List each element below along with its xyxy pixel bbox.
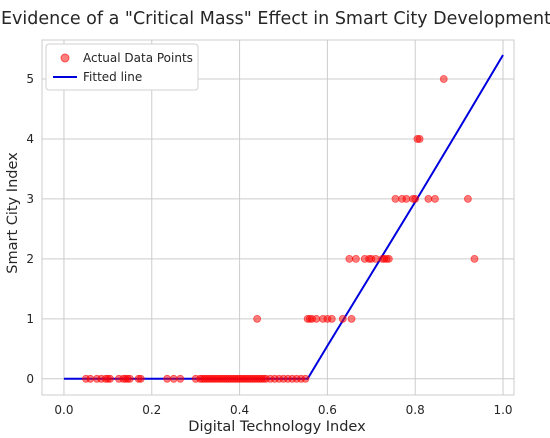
data-point [391,195,400,203]
y-axis-label: Smart City Index [5,152,21,274]
data-point [163,374,172,383]
data-point [431,195,439,203]
plot-frame [41,39,515,396]
x-tick-label: 0.6 [318,403,337,417]
data-point [136,374,145,383]
data-point [253,314,262,323]
x-tick-label: 0.2 [142,403,161,417]
data-point [312,314,321,323]
legend: Actual Data Points Fitted line [45,43,199,91]
data-point [415,135,424,143]
data-point [338,314,347,323]
fitted-line-series [63,54,504,380]
legend-box [45,43,199,91]
data-point [439,75,448,83]
y-tick-label: 3 [26,192,34,206]
x-tick-label: 1.0 [493,403,512,417]
y-tick-labels: 0 1 2 3 4 5 [26,72,34,386]
data-point [470,254,479,263]
data-point [176,374,185,383]
data-point [424,195,433,203]
data-point [125,374,134,383]
data-point [463,195,472,203]
data-point [352,254,360,263]
chart-title: Evidence of a "Critical Mass" Effect in … [1,9,550,29]
data-point [169,374,178,383]
x-tick-label: 0.4 [230,403,249,417]
data-point-series [82,75,479,383]
x-tick-label: 0.0 [54,403,73,417]
legend-label-points: Actual Data Points [83,51,193,65]
data-point [327,314,336,323]
data-point [411,195,420,203]
y-tick-label: 0 [26,372,34,386]
x-tick-label: 0.8 [406,403,425,417]
x-tick-labels: 0.0 0.2 0.4 0.6 0.8 1.0 [54,403,512,417]
data-point [301,374,310,383]
y-tick-label: 1 [26,312,34,326]
y-tick-label: 4 [26,132,34,146]
data-point [86,374,95,383]
legend-marker-points [60,53,70,63]
data-point [106,374,114,383]
data-point [347,314,356,323]
x-axis-label: Digital Technology Index [188,419,366,435]
data-point [402,195,411,203]
data-point [384,254,393,263]
y-tick-label: 5 [26,72,34,86]
data-point [371,254,380,263]
fitted-line [63,54,504,380]
grid [42,40,514,395]
y-tick-label: 2 [26,252,34,266]
data-point [345,254,354,263]
legend-label-line: Fitted line [83,70,142,84]
